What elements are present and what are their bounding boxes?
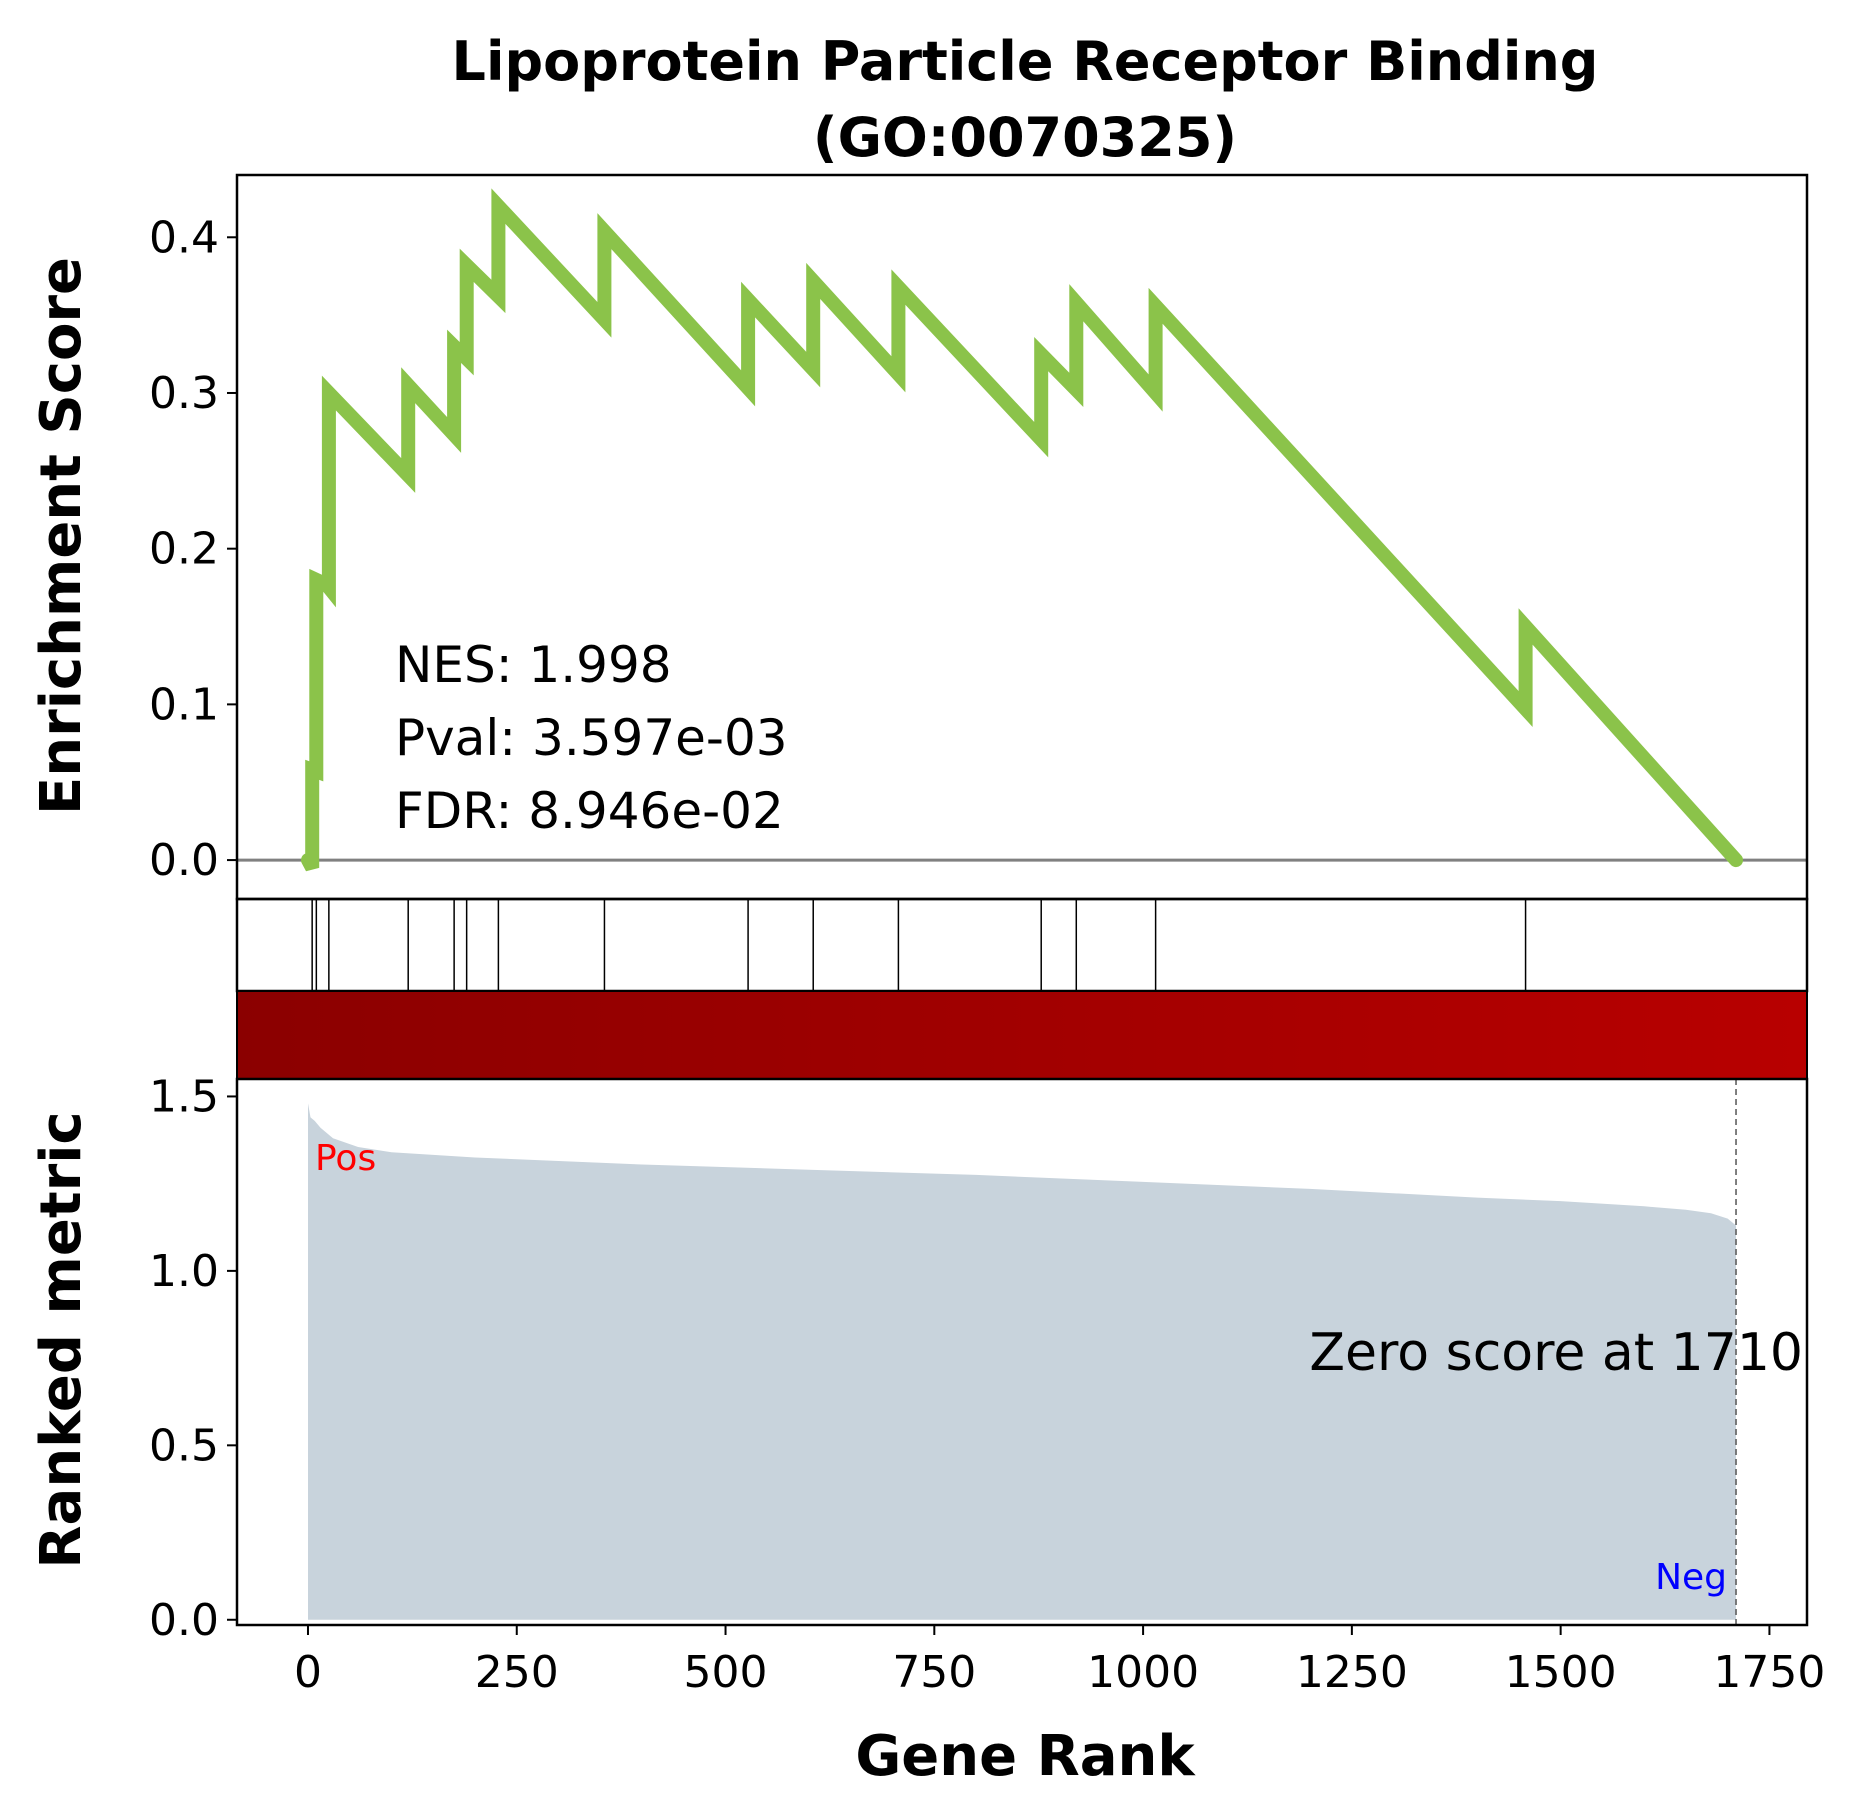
metric-tick-label: 1.0 <box>149 1246 219 1297</box>
neg-label: Neg <box>1655 1557 1727 1598</box>
ranked-metric-area <box>308 1103 1736 1620</box>
x-tick-label: 1000 <box>1087 1647 1199 1698</box>
es-tick-label: 0.0 <box>149 835 219 886</box>
es-axis-title: Enrichment Score <box>29 257 94 815</box>
metric-panel: 0.0 0.5 1.0 1.5 Pos Neg Zero score at 1710 <box>149 1071 1809 1646</box>
zero-score-label: Zero score at 1710 <box>1309 1323 1803 1383</box>
x-tick-label: 500 <box>684 1647 768 1698</box>
es-curve-line <box>301 188 1743 872</box>
hit-lines <box>311 899 1527 991</box>
es-axis-ticks: 0.0 0.1 0.2 0.3 0.4 <box>149 212 237 886</box>
es-tick-label: 0.3 <box>149 368 219 419</box>
chart-title-line2: (GO:0070325) <box>813 106 1237 169</box>
x-axis-ticks: 0 250 500 750 1000 1250 1500 1750 <box>294 1625 1825 1698</box>
x-tick-label: 250 <box>475 1647 559 1698</box>
pos-label: Pos <box>315 1138 376 1179</box>
metric-tick-label: 1.5 <box>149 1071 219 1122</box>
x-tick-label: 750 <box>892 1647 976 1698</box>
x-tick-label: 1500 <box>1505 1647 1617 1698</box>
x-tick-label: 1250 <box>1296 1647 1408 1698</box>
es-panel: 0.0 0.1 0.2 0.3 0.4 NES: 1.998 Pval: 3.597e-… <box>149 173 1809 901</box>
nes-stat: NES: 1.998 <box>395 636 672 694</box>
fdr-stat: FDR: 8.946e-02 <box>395 782 784 840</box>
metric-axis-ticks: 0.0 0.5 1.0 1.5 <box>149 1071 237 1646</box>
es-tick-label: 0.1 <box>149 679 219 730</box>
es-tick-label: 0.4 <box>149 212 219 263</box>
chart-title-line1: Lipoprotein Particle Receptor Binding <box>452 30 1599 93</box>
metric-tick-label: 0.5 <box>149 1420 219 1471</box>
x-tick-label: 1750 <box>1713 1647 1825 1698</box>
metric-axis-title: Ranked metric <box>29 1111 94 1568</box>
x-axis-title: Gene Rank <box>855 1724 1196 1789</box>
metric-tick-label: 0.0 <box>149 1595 219 1646</box>
es-tick-label: 0.2 <box>149 524 219 575</box>
rank-gradient-bar <box>236 990 1808 1080</box>
x-tick-label: 0 <box>294 1647 322 1698</box>
pval-stat: Pval: 3.597e-03 <box>395 709 788 767</box>
metric-panel-frame <box>235 1077 1809 1627</box>
